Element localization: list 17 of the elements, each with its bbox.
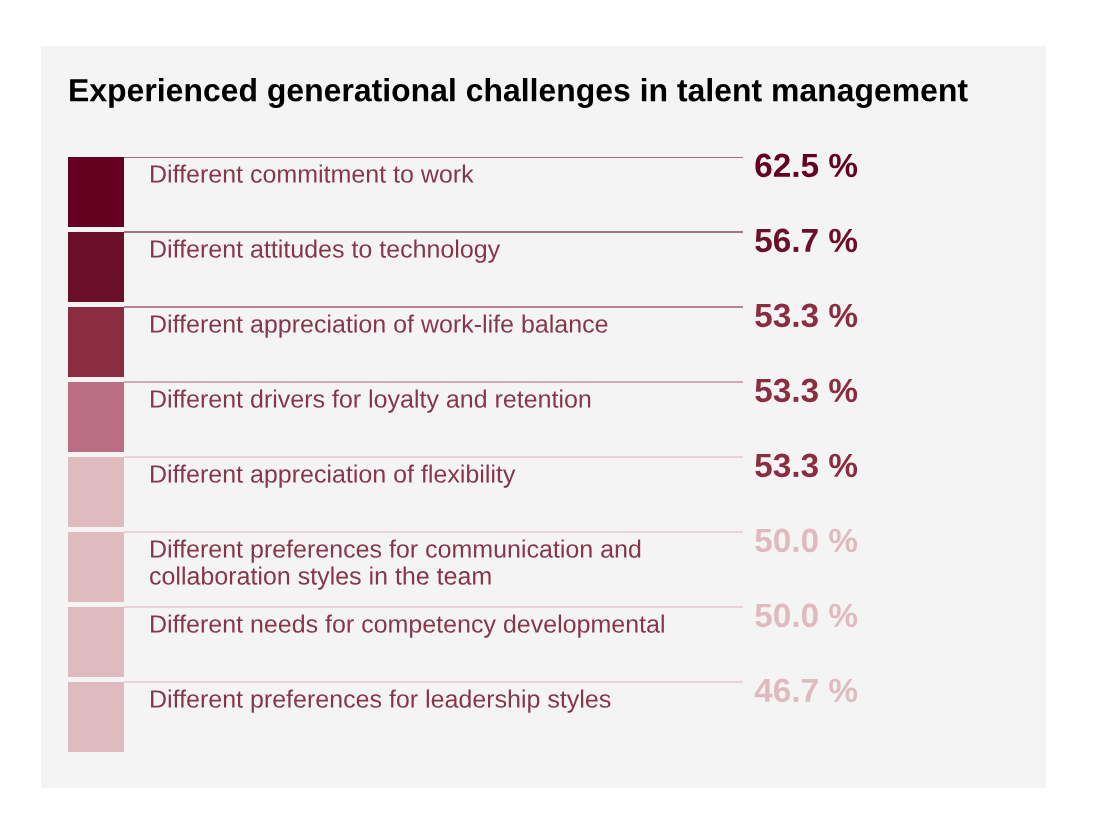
data-label: 53.3 % xyxy=(755,453,858,478)
data-label: 50.0 % xyxy=(755,528,858,553)
category-label: Different preferences for communication and collaboration styles in the team xyxy=(150,539,641,590)
text: Experienced generational challenges in talent management xyxy=(70,78,968,108)
data-label: 46.7 % xyxy=(754,678,858,703)
category-label: Different appreciation of flexibility xyxy=(151,464,516,488)
category-label: Different drivers for loyalty and retention xyxy=(151,389,591,413)
data-label: 56.7 % xyxy=(755,228,858,253)
data-label: 62.5 % xyxy=(755,153,858,178)
category-label: Different preferences for leadership styles xyxy=(151,689,611,713)
category-label: Different appreciation of work-life balance xyxy=(151,314,608,338)
category-label: Different needs for competency developmental xyxy=(151,614,664,638)
category-label: Different commitment to work xyxy=(151,164,474,183)
data-label: 50.0 % xyxy=(755,603,858,628)
data-label: 53.3 % xyxy=(755,303,858,328)
category-label: Different attitudes to technology xyxy=(151,239,501,263)
data-label: 53.3 % xyxy=(755,378,858,403)
